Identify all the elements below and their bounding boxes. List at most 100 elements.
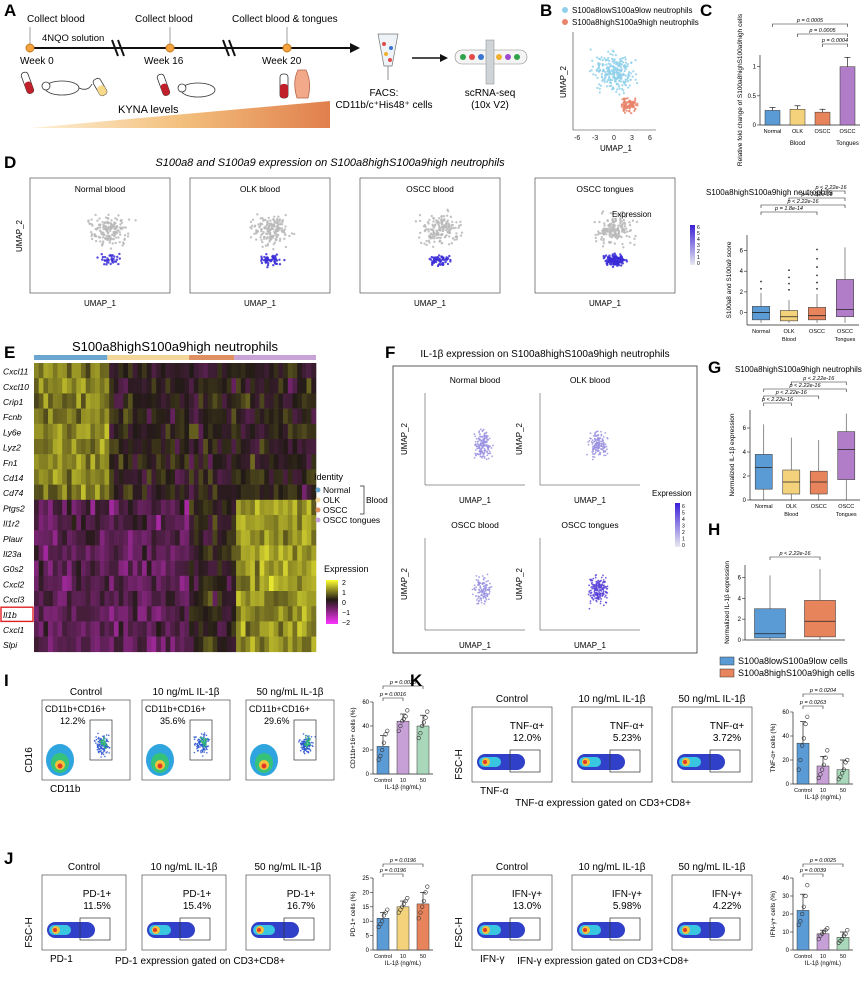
flow-caption: PD-1 expression gated on CD3+CD8+ <box>115 956 285 967</box>
event-point <box>303 751 305 754</box>
gate <box>609 917 641 941</box>
cell-point <box>616 233 620 236</box>
heatmap-cell <box>217 499 223 516</box>
data-point <box>383 732 388 737</box>
cell-point <box>623 97 626 100</box>
cell-point <box>602 592 605 594</box>
cell-point <box>594 587 597 590</box>
heatmap-cell <box>146 439 152 455</box>
cell-point <box>598 447 601 449</box>
cell-point <box>629 241 632 245</box>
cell-point <box>611 53 614 56</box>
heatmap-cell <box>203 560 209 577</box>
cell-point <box>423 229 427 233</box>
heatmap-cell <box>236 469 242 485</box>
p-value-label: p = 1.8e-14 <box>774 206 803 212</box>
heatmap-cell <box>95 530 101 546</box>
heatmap-cell <box>137 621 143 637</box>
event-point <box>304 749 307 752</box>
heatmap-cell <box>273 408 279 425</box>
heatmap-cell <box>273 393 279 409</box>
cell-point <box>284 225 287 228</box>
heatmap-cell <box>95 575 101 592</box>
cell-point <box>113 255 116 258</box>
category-label: OLK <box>786 504 797 510</box>
event-point <box>198 746 200 748</box>
heatmap-cell <box>231 530 237 546</box>
flow-plot-frame <box>245 874 331 951</box>
heatmap-cell <box>226 408 232 425</box>
heatmap-cell <box>156 575 162 592</box>
heatmap-cell <box>264 560 270 577</box>
heatmap-cell <box>226 636 232 653</box>
heatmap-cell <box>81 439 86 455</box>
cell-point <box>596 597 598 600</box>
heatmap-cell <box>48 439 54 455</box>
event-point <box>95 736 97 738</box>
heatmap-cell <box>48 621 54 637</box>
heatmap-cell <box>264 484 270 501</box>
cell-point <box>593 440 596 443</box>
cell-point <box>605 445 608 448</box>
significance-bracket <box>769 556 821 560</box>
category-label: OSCC <box>815 129 831 135</box>
heatmap-cell <box>231 621 237 637</box>
heatmap-cell <box>231 636 237 653</box>
cell-point <box>622 101 625 104</box>
cell-point <box>450 223 453 227</box>
heatmap-cell <box>193 469 199 485</box>
cell-point <box>100 252 103 256</box>
heatmap-cell <box>62 393 68 409</box>
cell-point <box>624 104 627 107</box>
heatmap-cell <box>160 408 166 425</box>
heatmap-cell <box>245 575 251 592</box>
heatmap-cell <box>104 499 110 516</box>
event-point <box>100 756 102 758</box>
heatmap-cell <box>193 393 199 409</box>
heatmap-cell <box>43 469 49 485</box>
event-point <box>100 751 103 754</box>
cell-point <box>609 211 613 215</box>
heatmap-cell <box>301 545 307 561</box>
timepoint-marker <box>282 43 292 53</box>
category-label: Normal <box>752 329 770 335</box>
heatmap-cell <box>137 606 143 622</box>
cell-point <box>614 235 617 239</box>
gate-percent: 12.0% <box>513 733 541 744</box>
heatmap-cell <box>62 423 68 440</box>
expression-colorbar <box>675 503 680 547</box>
heatmap-cell <box>297 606 303 622</box>
heatmap-cell <box>95 636 101 653</box>
heatmap-cell <box>146 591 152 607</box>
heatmap-cell <box>43 591 49 607</box>
cell-point <box>477 437 480 440</box>
cell-point <box>109 247 113 250</box>
cell-point <box>605 63 608 66</box>
heatmap-cell <box>264 591 270 607</box>
gate <box>709 917 741 941</box>
event-point <box>199 736 202 739</box>
cell-point <box>475 454 477 457</box>
heatmap-cell <box>57 591 63 607</box>
cell-point <box>115 227 118 230</box>
heatmap-cell <box>123 515 129 531</box>
heatmap-cell <box>113 439 119 455</box>
cell-point <box>480 594 483 596</box>
cell-point <box>608 85 611 88</box>
colorbar-tick: −2 <box>342 620 350 627</box>
cell-point <box>98 226 102 229</box>
heatmap-cell <box>301 606 307 622</box>
heatmap-cell <box>240 530 246 546</box>
p-value-label: p = 0.0005 <box>796 18 824 24</box>
heatmap-cell <box>189 393 195 409</box>
category-label: Control <box>794 954 812 960</box>
cell-point <box>439 236 442 240</box>
cell-point <box>601 595 604 597</box>
cell-point <box>598 581 601 583</box>
heatmap-cell <box>226 575 232 592</box>
cell-point <box>478 439 481 442</box>
heatmap-cell <box>179 423 185 440</box>
heatmap-cell <box>292 423 298 440</box>
